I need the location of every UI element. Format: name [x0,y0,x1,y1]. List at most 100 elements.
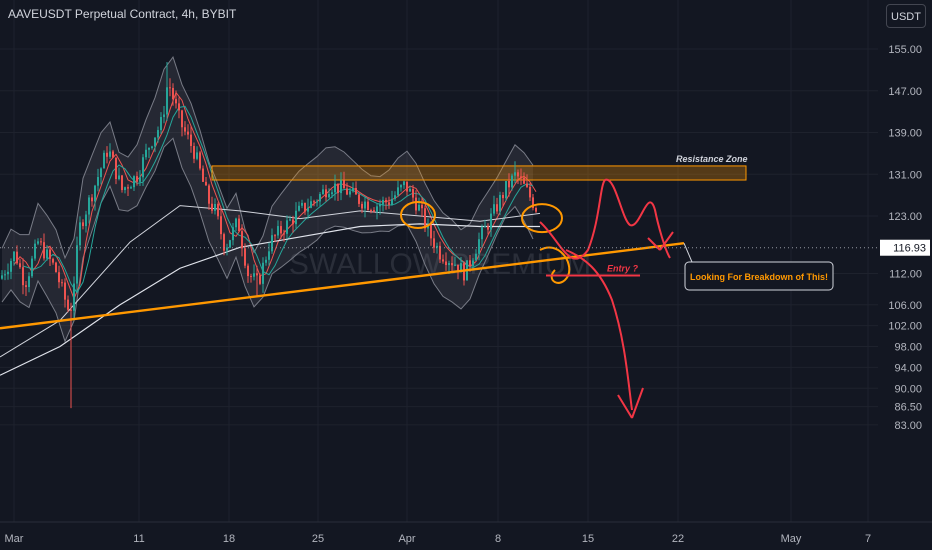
candle-body [502,195,504,199]
candle-body [115,157,117,180]
resistance-zone: Resistance Zone [211,154,748,181]
callout-text: Looking For Breakdown of This! [690,272,828,282]
x-tick-label: 15 [582,533,594,545]
ma-slow-white [0,223,540,376]
candle-body [163,114,165,118]
candle-body [262,262,264,284]
candle-body [40,241,42,243]
arrow-head [617,387,644,419]
candle-body [253,273,255,277]
candle-body [349,191,351,195]
candle-body [193,145,195,159]
candle-body [172,87,174,100]
candle-body [379,204,381,207]
candle-body [136,176,138,182]
candle-body [463,263,465,281]
candle-body [421,204,423,209]
highlight-circle [400,200,436,229]
candle-body [301,202,303,206]
candle-body [526,183,528,187]
candle-body [46,249,48,259]
candle-body [310,201,312,208]
candle-body [487,226,489,230]
candle-body [388,202,390,205]
candle-body [88,197,90,215]
candle-body [520,176,522,178]
candle-body [313,201,315,203]
ma-fast-green [22,105,534,294]
band-fill [2,57,533,342]
x-tick-label: 8 [495,533,501,545]
candle-body [244,248,246,266]
candle-body [307,207,309,212]
candle-body [31,258,33,277]
candle-body [280,226,282,234]
candle-body [484,226,486,228]
candle-body [7,271,9,275]
candle-body [25,285,27,288]
candle-body [184,127,186,132]
candle-body [211,203,213,211]
candle-body [277,226,279,236]
time-axis: Mar 11 18 25 Apr 8 15 22 May 7 [0,521,932,545]
bollinger-bands [1,56,534,343]
candle-body [514,172,516,176]
candle-body [190,134,192,146]
candle-body [175,99,177,104]
candle-body [160,117,162,131]
candle-body [274,235,276,237]
candle-body [214,204,216,211]
ma-mid-white [0,205,541,358]
candle-body [238,218,240,232]
candle-body [499,195,501,212]
candle-body [58,272,60,283]
candle-body [178,103,180,111]
candle-body [13,251,15,262]
candle-body [382,199,384,205]
candle-body [334,183,336,193]
y-tick-label: 123.00 [888,211,922,223]
resistance-rect [211,165,747,181]
candle-body [472,260,474,266]
y-tick-label: 94.00 [894,362,922,374]
y-tick-label: 98.00 [894,342,922,354]
moving-averages [0,91,541,376]
candle-body [328,194,330,198]
candle-body [28,276,30,288]
candle-body [469,260,471,266]
callout-box [684,261,834,291]
candle-body [490,213,492,230]
price-axis: 155.00 147.00 139.00 131.00 123.00 112.00 106.… [878,36,932,522]
candle-body [268,251,270,260]
candle-body [145,149,147,158]
candle-body [385,199,387,203]
candle-body [202,168,204,182]
x-tick-label: 7 [865,533,871,545]
annotations: Entry ? Looking For Breakdown of This! [0,178,878,419]
candle-body [22,267,24,286]
candle-body [418,204,420,211]
candle-body [220,216,222,235]
highlight-circle [521,203,563,234]
x-tick-label: Mar [5,533,24,545]
currency-button[interactable]: USDT [886,4,926,28]
candle-body [232,227,234,241]
candle-body [118,175,120,180]
candle-body [241,231,243,249]
candle-body [532,197,534,208]
candle-body [100,168,102,178]
x-tick-label: May [781,533,802,545]
candle-body [283,233,285,235]
candle-body [424,208,426,229]
chart-title: AAVEUSDT Perpetual Contract, 4h, BYBIT [8,7,237,21]
candle-body [127,187,129,189]
candle-body [319,194,321,202]
candle-body [346,188,348,195]
candle-body [364,201,366,209]
current-price-label: 116.93 [893,243,926,255]
candle-body [433,238,435,248]
candle-body [94,185,96,202]
candle-body [37,241,39,244]
candle-body [295,210,297,225]
